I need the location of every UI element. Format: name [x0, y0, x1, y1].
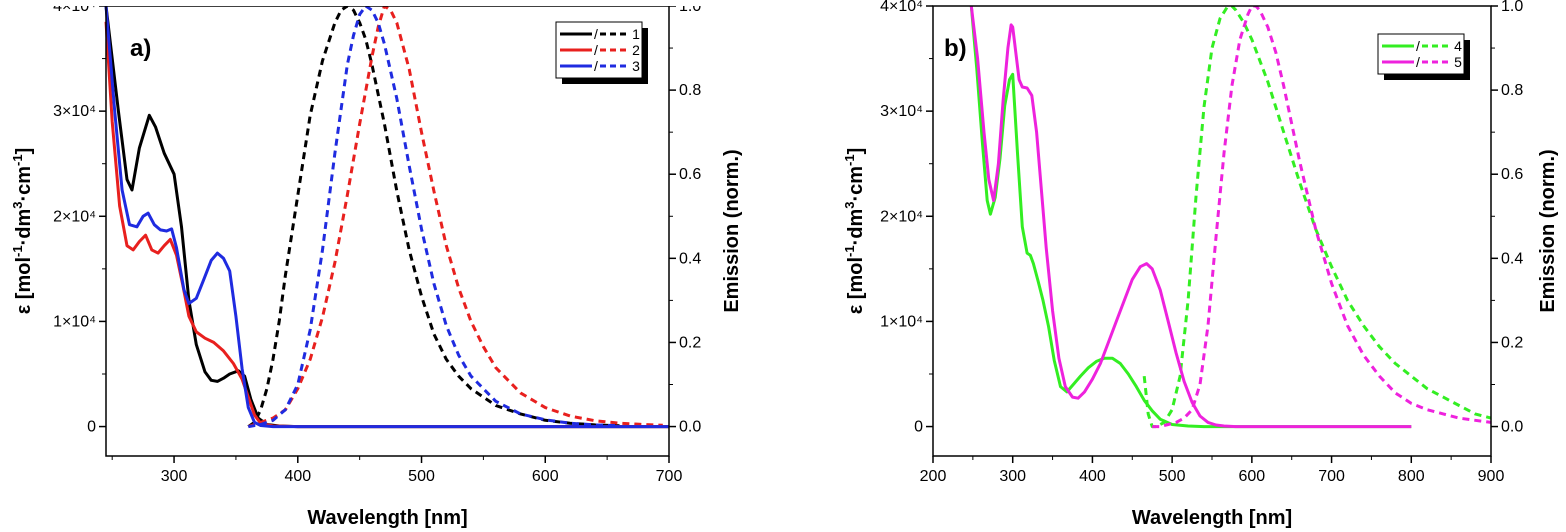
y-right-tick-label: 0.6: [1501, 166, 1523, 183]
y-left-tick-label: 1×10⁴: [880, 313, 923, 330]
legend-entry-label: 4: [1454, 38, 1462, 54]
x-tick-label: 500: [408, 468, 435, 485]
legend-slash: /: [594, 58, 598, 74]
x-tick-label: 200: [920, 468, 947, 485]
y-left-tick-label: 0: [87, 419, 96, 436]
legend-entry-label: 1: [632, 26, 640, 42]
series-3-absorption-line: [104, 5, 669, 429]
y-left-tick-label: 3×10⁴: [880, 103, 923, 120]
series-1-emission-line: [247, 4, 620, 428]
legend-box: [1377, 33, 1465, 75]
y-left-tick-label: 0: [914, 419, 923, 436]
y-left-axis-label: ε [mol-1​·dm3​·cm-1​]: [842, 148, 867, 315]
x-tick-label: 600: [1239, 468, 1266, 485]
y-left-tick-label: 3×10⁴: [53, 103, 96, 120]
legend-slash: /: [1416, 54, 1420, 70]
legend-entry-label: 2: [632, 42, 640, 58]
top-mask: [0, 0, 1566, 6]
legend-entry-label: 5: [1454, 54, 1462, 70]
y-right-tick-label: 0.8: [679, 82, 701, 99]
x-tick-label: 900: [1478, 468, 1505, 485]
y-right-tick-label: 0.4: [1501, 250, 1523, 267]
x-axis-label: Wavelength [nm]: [1132, 507, 1292, 529]
x-tick-label: 300: [999, 468, 1026, 485]
y-right-tick-label: 0.0: [1501, 419, 1523, 436]
panel-label: b): [944, 35, 967, 62]
y-right-tick-label: 0.0: [679, 419, 701, 436]
series-3-emission-line: [248, 4, 620, 429]
y-right-tick-label: 0.8: [1501, 82, 1523, 99]
x-tick-label: 700: [1318, 468, 1345, 485]
y-right-tick-label: 0.6: [679, 166, 701, 183]
series-2-emission-line: [247, 4, 663, 429]
x-tick-label: 500: [1159, 468, 1186, 485]
series-5-emission-line: [1152, 4, 1492, 429]
legend-slash: /: [1416, 38, 1420, 54]
panel-label: a): [130, 35, 151, 62]
y-left-axis-label: ε [mol-1​·dm3​·cm-1​]: [10, 148, 35, 315]
y-left-tick-label: 4×10⁴: [880, 0, 923, 15]
y-right-axis-label: Emission (norm.): [1537, 149, 1559, 312]
x-tick-label: 400: [1079, 468, 1106, 485]
x-tick-label: 600: [532, 468, 559, 485]
x-tick-label: 300: [161, 468, 188, 485]
legend-entry-label: 3: [632, 58, 640, 74]
legend-slash: /: [594, 26, 598, 42]
y-right-tick-label: 0.2: [1501, 334, 1523, 351]
y-left-tick-label: 1×10⁴: [53, 313, 96, 330]
y-right-tick-label: 1.0: [1501, 0, 1523, 15]
legend-slash: /: [594, 42, 598, 58]
y-left-tick-label: 2×10⁴: [880, 208, 923, 225]
series-4-absorption-line: [969, 5, 1412, 429]
y-right-axis-label: Emission (norm.): [721, 149, 743, 312]
y-left-tick-label: 2×10⁴: [53, 208, 96, 225]
series-4-emission-line: [1142, 4, 1492, 429]
y-right-tick-label: 0.2: [679, 334, 701, 351]
y-right-tick-label: 0.4: [679, 250, 701, 267]
x-tick-label: 700: [656, 468, 683, 485]
x-axis-label: Wavelength [nm]: [307, 507, 467, 529]
series-5-absorption-line: [969, 5, 1412, 429]
x-tick-label: 800: [1398, 468, 1425, 485]
x-tick-label: 400: [284, 468, 311, 485]
